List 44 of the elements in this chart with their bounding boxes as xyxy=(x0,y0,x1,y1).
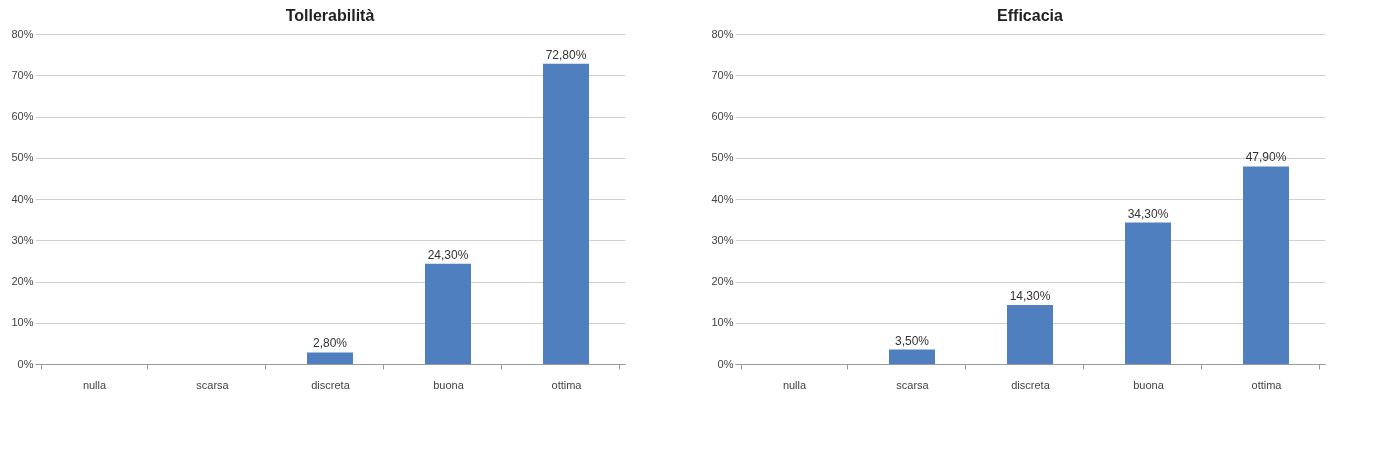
y-tick-label: 70% xyxy=(711,68,734,81)
data-label: 24,30% xyxy=(427,247,469,262)
y-tick-label: 40% xyxy=(711,192,734,205)
bar xyxy=(543,63,589,364)
y-tick-label: 20% xyxy=(711,275,734,287)
y-tick-label: 70% xyxy=(11,68,34,81)
x-tick-label: nulla xyxy=(82,378,107,391)
x-tick-label: discreta xyxy=(1011,378,1051,391)
y-tick-label: 60% xyxy=(711,110,734,122)
data-label: 3,50% xyxy=(894,333,930,348)
bar xyxy=(307,352,353,364)
bar xyxy=(1125,222,1171,364)
data-label: 14,30% xyxy=(1009,289,1051,304)
x-tick-label: ottima xyxy=(1251,378,1283,391)
y-tick-label: 50% xyxy=(11,151,34,164)
x-tick-label: buona xyxy=(1133,378,1165,391)
y-tick-label: 0% xyxy=(17,357,34,370)
chart-title: Efficacia xyxy=(997,7,1064,24)
y-tick-label: 80% xyxy=(711,27,734,40)
y-tick-label: 30% xyxy=(11,233,34,246)
data-label: 47,90% xyxy=(1245,150,1287,165)
x-tick-label: discreta xyxy=(311,378,351,391)
y-tick-label: 50% xyxy=(711,151,734,164)
data-label: 2,80% xyxy=(312,336,348,351)
x-tick-label: buona xyxy=(433,378,465,391)
chart-title: Tollerabilità xyxy=(285,7,375,24)
x-tick-label: ottima xyxy=(551,378,583,391)
bar xyxy=(1007,305,1053,364)
y-tick-label: 30% xyxy=(711,233,734,246)
y-tick-label: 20% xyxy=(11,275,34,287)
data-label: 34,30% xyxy=(1127,206,1169,221)
bar xyxy=(1243,166,1289,364)
x-tick-label: scarsa xyxy=(896,378,930,391)
x-tick-label: scarsa xyxy=(196,378,230,391)
y-tick-label: 0% xyxy=(717,357,734,370)
data-label: 72,80% xyxy=(545,47,587,62)
x-tick-label: nulla xyxy=(782,378,807,391)
bar xyxy=(425,263,471,364)
y-tick-label: 80% xyxy=(11,27,34,40)
y-tick-label: 40% xyxy=(11,192,34,205)
y-tick-label: 10% xyxy=(11,316,34,329)
y-tick-label: 60% xyxy=(11,110,34,122)
y-tick-label: 10% xyxy=(711,316,734,329)
bar xyxy=(889,349,935,364)
